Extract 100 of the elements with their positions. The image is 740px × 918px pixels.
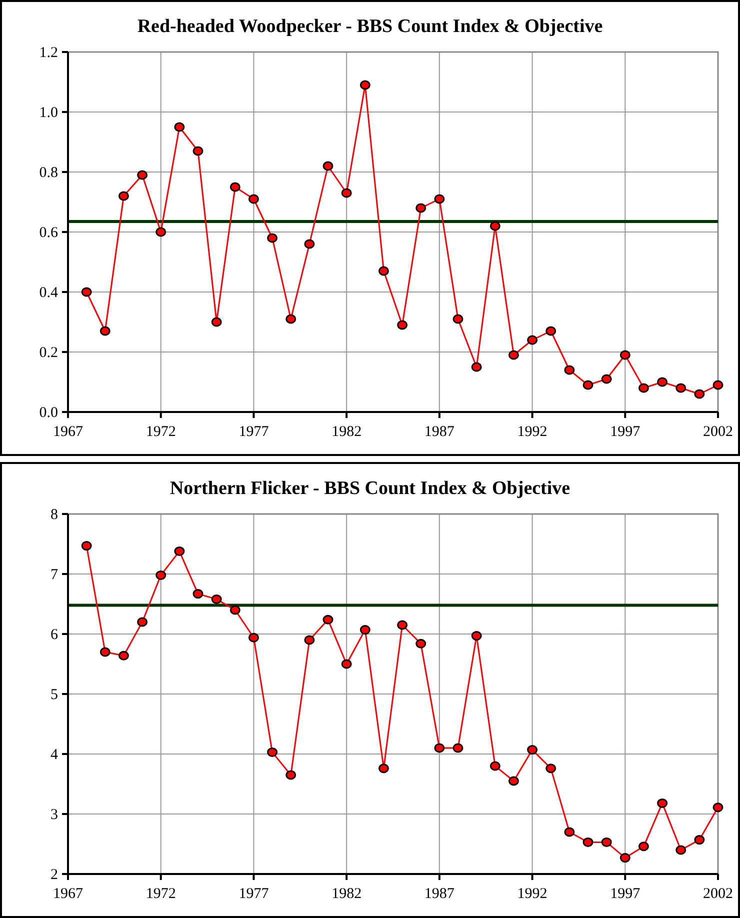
x-tick-label: 1977 [238, 886, 270, 902]
point [397, 320, 408, 330]
point [304, 239, 315, 249]
point [118, 650, 129, 660]
point [416, 638, 426, 648]
y-tick-label: 1.2 [39, 45, 58, 61]
point [676, 383, 686, 393]
point [378, 266, 389, 276]
point [712, 380, 724, 390]
x-tick-label: 1972 [146, 886, 176, 902]
y-tick-label: 0.2 [39, 345, 58, 361]
x-tick-label: 1997 [610, 424, 641, 440]
point [434, 743, 445, 753]
point [248, 632, 259, 642]
x-tick-label: 2002 [703, 886, 733, 902]
y-tick-label: 4 [50, 747, 58, 763]
point [508, 350, 519, 360]
point [137, 617, 148, 627]
point [267, 233, 278, 243]
point [676, 845, 686, 855]
x-tick-label: 1992 [517, 424, 548, 440]
point [341, 188, 352, 198]
chart-title: Northern Flicker - BBS Count Index & Objective [170, 478, 570, 499]
point [174, 546, 185, 556]
x-tick-label: 1987 [424, 886, 455, 902]
y-tick-label: 6 [50, 627, 58, 643]
x-tick-label: 1972 [146, 424, 176, 440]
point [694, 389, 705, 399]
point [81, 541, 92, 551]
point [434, 194, 445, 204]
point [118, 191, 129, 201]
point [397, 620, 408, 630]
x-tick-label: 1997 [610, 886, 641, 902]
point [137, 170, 148, 180]
point [620, 853, 630, 863]
point [452, 743, 464, 753]
y-tick-label: 0.6 [39, 225, 58, 241]
point [694, 835, 705, 845]
y-tick-label: 2 [50, 867, 58, 883]
y-tick-label: 0.0 [39, 405, 58, 421]
point [564, 365, 575, 375]
point [211, 317, 222, 327]
point [508, 776, 519, 786]
x-tick-label: 1967 [53, 886, 84, 902]
point [452, 314, 464, 324]
point [360, 625, 370, 635]
point [304, 635, 315, 645]
point [657, 798, 668, 808]
point [490, 761, 500, 771]
point [286, 770, 296, 780]
point [322, 614, 334, 624]
point [81, 287, 92, 297]
point [192, 146, 204, 156]
point [286, 314, 296, 324]
point [156, 570, 166, 580]
point [267, 747, 278, 757]
y-tick-label: 0.4 [39, 285, 58, 301]
x-tick-label: 1992 [517, 886, 548, 902]
point [230, 605, 240, 615]
point [620, 350, 630, 360]
point [490, 221, 500, 231]
x-tick-label: 2002 [703, 424, 733, 440]
point [416, 203, 426, 213]
point [192, 589, 204, 599]
y-tick-label: 8 [50, 507, 58, 523]
point [638, 842, 649, 852]
chart-title: Red-headed Woodpecker - BBS Count Index & Objective [137, 16, 603, 37]
x-tick-label: 1987 [424, 424, 455, 440]
point [174, 122, 185, 132]
point [341, 659, 352, 669]
point [601, 837, 612, 847]
y-tick-label: 0.8 [39, 165, 58, 181]
point [471, 362, 482, 372]
point [156, 227, 166, 237]
point [657, 377, 668, 387]
point [230, 182, 240, 192]
x-tick-label: 1982 [332, 886, 362, 902]
point [564, 827, 575, 837]
point [712, 802, 724, 812]
y-tick-label: 3 [50, 807, 58, 823]
point [582, 837, 594, 847]
point [527, 745, 538, 755]
point [211, 594, 222, 604]
point [100, 326, 110, 336]
point [248, 194, 259, 204]
point [100, 647, 110, 657]
point [378, 764, 389, 774]
point [546, 764, 556, 774]
point [546, 326, 556, 336]
y-tick-label: 5 [50, 687, 58, 703]
x-tick-label: 1977 [238, 424, 270, 440]
point [601, 374, 612, 384]
y-tick-label: 1.0 [39, 105, 58, 121]
x-tick-label: 1982 [332, 424, 362, 440]
y-tick-label: 7 [50, 567, 58, 583]
point [638, 383, 649, 393]
x-tick-label: 1967 [53, 424, 84, 440]
point [471, 631, 482, 641]
point [582, 380, 594, 390]
point [360, 80, 370, 90]
